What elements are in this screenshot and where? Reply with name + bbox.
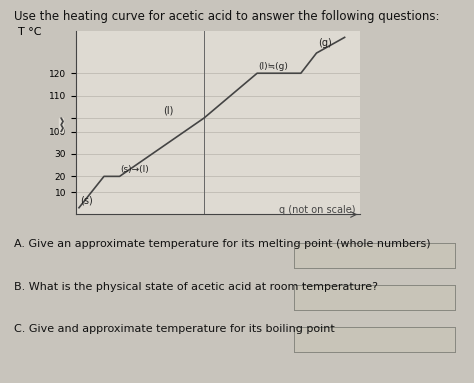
Text: (s)→(l): (s)→(l) — [120, 165, 149, 174]
Y-axis label: T °C: T °C — [18, 27, 42, 37]
Text: B. What is the physical state of acetic acid at room temperature?: B. What is the physical state of acetic … — [14, 282, 378, 291]
Text: q (not on scale): q (not on scale) — [279, 205, 356, 214]
Text: Use the heating curve for acetic acid to answer the following questions:: Use the heating curve for acetic acid to… — [14, 10, 440, 23]
Text: (l): (l) — [164, 106, 174, 116]
Text: C. Give and approximate temperature for its boiling point: C. Give and approximate temperature for … — [14, 324, 335, 334]
Text: (s): (s) — [81, 195, 93, 205]
Text: (l)≒(g): (l)≒(g) — [259, 62, 289, 71]
Text: (g): (g) — [318, 38, 332, 48]
Text: A. Give an approximate temperature for its melting point (whole numbers): A. Give an approximate temperature for i… — [14, 239, 431, 249]
Bar — [59, 118, 64, 131]
